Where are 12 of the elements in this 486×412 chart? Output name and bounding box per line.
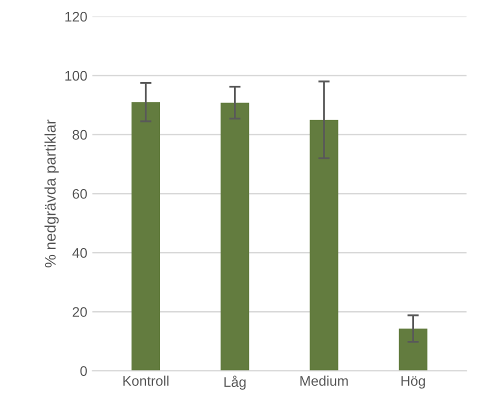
y-tick-label: 0 [80, 366, 87, 376]
x-tick-label: Medium [300, 376, 348, 386]
x-tick-label: Låg [224, 376, 246, 390]
y-tick-label: 120 [65, 12, 87, 22]
x-tick-label: Hög [402, 376, 425, 389]
y-axis-title: % nedgrävda partiklar [44, 120, 59, 268]
y-tick-label: 60 [72, 188, 87, 199]
y-tick-label: 20 [72, 307, 87, 317]
x-tick-label: Kontroll [123, 376, 168, 386]
y-tick-label: 100 [65, 70, 87, 81]
y-tick-label: 80 [72, 130, 87, 140]
y-tick-label: 40 [72, 248, 87, 258]
